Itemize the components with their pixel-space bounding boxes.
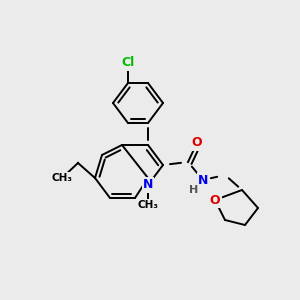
Text: H: H (189, 185, 199, 195)
Text: Cl: Cl (122, 56, 135, 70)
Text: O: O (192, 136, 202, 149)
Text: CH₃: CH₃ (137, 200, 158, 210)
Text: CH₃: CH₃ (52, 173, 73, 183)
Text: N: N (143, 178, 153, 191)
Text: N: N (198, 173, 208, 187)
Text: O: O (210, 194, 220, 206)
